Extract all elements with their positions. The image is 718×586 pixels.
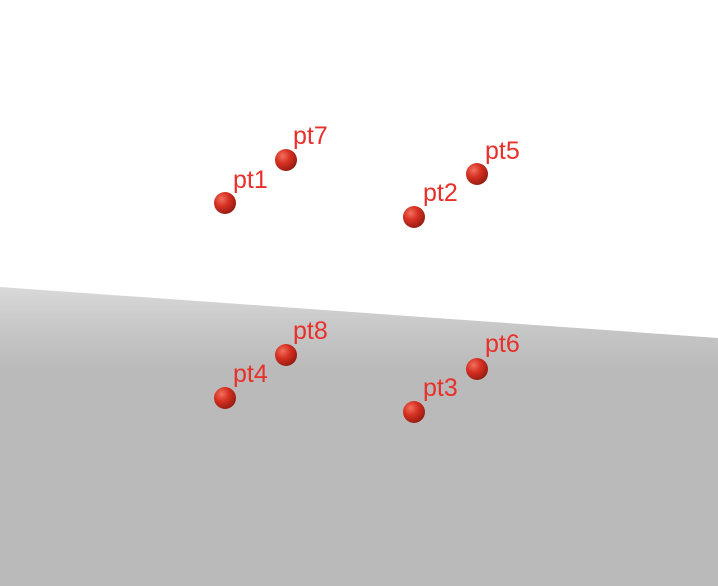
point-pt8[interactable]: pt8 (275, 317, 328, 366)
sphere-icon[interactable] (466, 358, 488, 380)
point-label: pt4 (233, 360, 268, 388)
point-pt1[interactable]: pt1 (214, 166, 268, 214)
sphere-icon[interactable] (275, 149, 297, 171)
point-label: pt7 (293, 122, 328, 150)
point-label: pt2 (423, 179, 458, 207)
point-label: pt8 (293, 317, 328, 345)
point-pt3[interactable]: pt3 (403, 374, 458, 423)
point-label: pt6 (485, 330, 520, 358)
point-label: pt1 (233, 166, 268, 194)
sphere-icon[interactable] (403, 206, 425, 228)
sphere-icon[interactable] (275, 344, 297, 366)
sphere-icon[interactable] (214, 192, 236, 214)
points-layer: pt1 pt7 pt2 pt5 pt8 pt4 pt6 pt3 (214, 122, 520, 423)
point-pt6[interactable]: pt6 (466, 330, 520, 380)
ground-plane (0, 287, 718, 586)
sphere-icon[interactable] (214, 387, 236, 409)
point-label: pt5 (485, 137, 520, 165)
point-pt5[interactable]: pt5 (466, 137, 520, 185)
point-pt2[interactable]: pt2 (403, 179, 458, 228)
point-label: pt3 (423, 374, 458, 402)
point-pt4[interactable]: pt4 (214, 360, 268, 409)
sphere-icon[interactable] (403, 401, 425, 423)
point-pt7[interactable]: pt7 (275, 122, 328, 171)
sphere-icon[interactable] (466, 163, 488, 185)
